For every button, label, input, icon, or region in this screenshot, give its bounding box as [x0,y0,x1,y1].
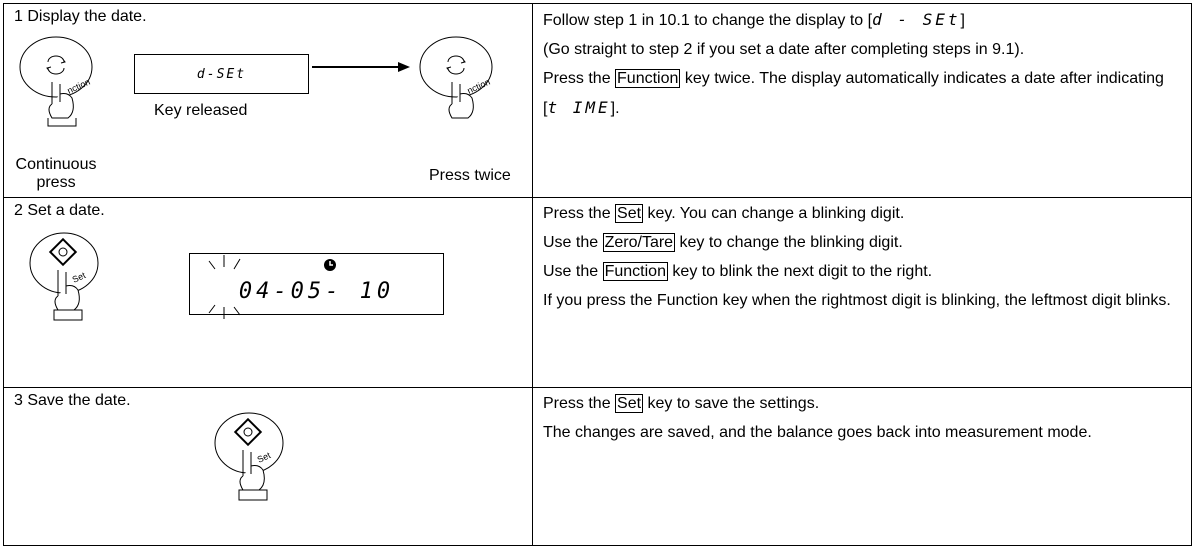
step-figure: 2 Set a date. Set 04-05- 10 [4,198,533,387]
text: Press the [543,70,616,87]
step-title: 3 Save the date. [14,392,131,409]
text: (Go straight to step 2 if you set a date… [543,41,1025,58]
text: key to save the settings. [643,395,820,412]
text: Use the [543,263,603,280]
text: [ [543,100,548,117]
paragraph: [t IME]. [543,98,1181,119]
key-name: Set [615,394,644,413]
text: ]. [610,100,620,117]
caption: Press twice [429,167,511,184]
key-label: Set [71,270,88,285]
step-figure: 1 Display the date. nction d-SEt nction … [4,4,533,197]
key-label: nction [66,77,92,96]
set-key-icon: Set [29,232,99,321]
step-figure: 3 Save the date. Set [4,388,533,545]
step-row: 3 Save the date. Set Press the Set key t… [3,387,1192,546]
paragraph: Press the Function key twice. The displa… [543,69,1181,89]
display-text: t IME [547,98,611,117]
step-row: 2 Set a date. Set 04-05- 10 Press the Se… [3,197,1192,388]
clock-icon [324,259,336,271]
text: key to change the blinking digit. [675,234,903,251]
key-name: Zero/Tare [602,233,676,252]
step-title: 1 Display the date. [14,8,147,25]
step-row: 1 Display the date. nction d-SEt nction … [3,3,1192,198]
text: Press the [543,205,616,222]
paragraph: The changes are saved, and the balance g… [543,423,1181,443]
key-name: Function [602,262,668,281]
paragraph: If you press the Function key when the r… [543,291,1181,311]
key-name: Set [615,204,644,223]
step-text: Press the Set key. You can change a blin… [533,198,1191,387]
display-text: d - SEt [872,10,961,29]
paragraph: Press the Set key. You can change a blin… [543,204,1181,224]
text: Follow step 1 in 10.1 to change the disp… [543,12,873,29]
paragraph: Use the Function key to blink the next d… [543,262,1181,282]
text: key to blink the next digit to the right… [667,263,933,280]
text: Use the [543,234,603,251]
paragraph: Press the Set key to save the settings. [543,394,1181,414]
paragraph: Follow step 1 in 10.1 to change the disp… [543,10,1181,31]
set-key-icon: Set [214,412,284,501]
text: ] [960,12,965,29]
caption: Key released [154,102,248,119]
text: key twice. The display automatically ind… [680,70,1164,87]
paragraph: Use the Zero/Tare key to change the blin… [543,233,1181,253]
step-text: Follow step 1 in 10.1 to change the disp… [533,4,1191,197]
caption-line: press [36,174,76,191]
caption-line: Continuous [15,156,97,173]
arrow [312,62,410,72]
paragraph: (Go straight to step 2 if you set a date… [543,40,1181,60]
text: If you press the Function key when the r… [543,292,1171,309]
caption: Continuous press [6,156,106,192]
text: The changes are saved, and the balance g… [543,424,1092,441]
function-key-icon: nction [19,36,93,127]
text: key. You can change a blinking digit. [643,205,905,222]
text: Press the [543,395,616,412]
blink-marks [208,255,241,319]
step-text: Press the Set key to save the settings. T… [533,388,1191,545]
key-label: Set [256,450,273,465]
key-label: nction [466,77,492,96]
display: 04-05- 10 [189,253,444,315]
function-key-icon: nction [419,36,493,119]
display: d-SEt [134,54,309,94]
step-title: 2 Set a date. [14,202,105,219]
key-name: Function [615,69,681,88]
